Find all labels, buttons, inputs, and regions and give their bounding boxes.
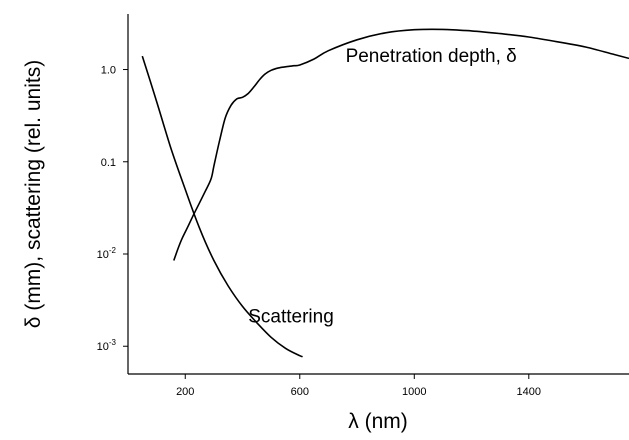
x-tick-label: 1000 — [402, 386, 426, 398]
x-axis-label: λ (nm) — [348, 410, 408, 433]
x-axis-ticks: 200 600 1000 1400 — [176, 374, 541, 398]
y-tick-base: 10 — [97, 249, 109, 261]
annotation-layer: Penetration depth, δ Scattering — [248, 46, 516, 327]
y-tick-label: 0.1 — [101, 157, 116, 169]
y-axis-ticks: 10-310-20.11.0 — [97, 65, 128, 354]
series-layer — [142, 29, 629, 356]
y-tick-label: 10-3 — [97, 338, 117, 353]
y-tick-base: 1.0 — [101, 65, 116, 77]
y-tick-base: 0.1 — [101, 157, 116, 169]
y-tick-base: 10 — [97, 341, 109, 353]
y-tick-exponent: -3 — [109, 338, 117, 347]
y-axis-label: δ (mm), scattering (rel. units) — [22, 60, 45, 328]
y-tick-exponent: -2 — [109, 246, 117, 255]
x-tick-label: 200 — [176, 386, 194, 398]
x-tick-label: 600 — [291, 386, 309, 398]
curve-annotation: Scattering — [248, 307, 334, 328]
curve-annotation: Penetration depth, δ — [346, 46, 517, 67]
x-tick-label: 1400 — [517, 386, 541, 398]
y-tick-label: 10-2 — [97, 246, 117, 261]
y-tick-label: 1.0 — [101, 65, 116, 77]
